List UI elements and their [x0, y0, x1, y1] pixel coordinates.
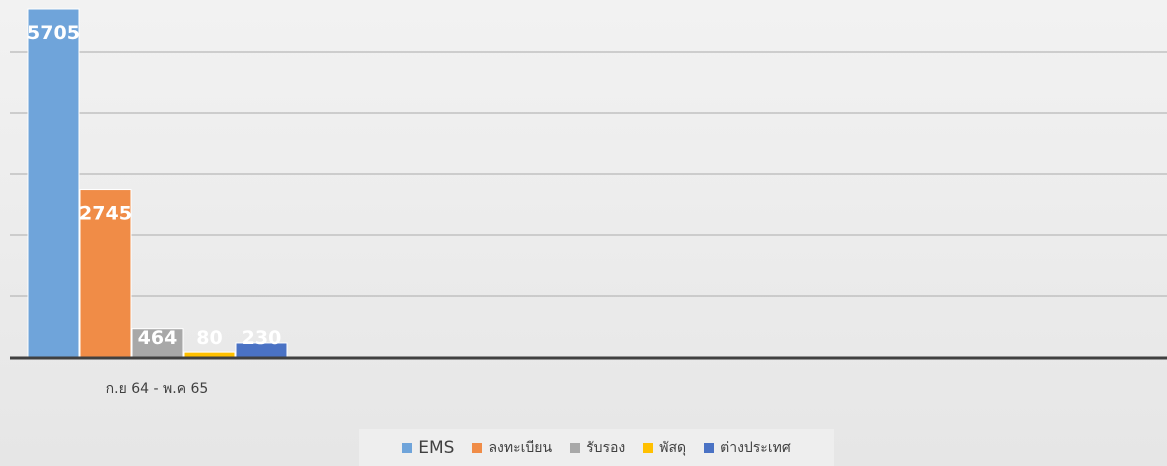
chart-legend: EMS ลงทะเบียน รับรอง พัสดุ ต่างประเทศ [359, 429, 834, 466]
legend-label: ต่างประเทศ [720, 439, 791, 456]
legend-label: EMS [418, 437, 455, 458]
legend-item: EMS [402, 438, 454, 458]
bar-1 [27, 8, 80, 358]
legend-swatch [704, 442, 715, 453]
bar-2 [79, 189, 132, 358]
data-label: 80 [196, 327, 222, 349]
x-tick-label: ก.ย 64 - พ.ค 65 [106, 381, 209, 397]
legend-swatch [643, 442, 654, 453]
legend-label: รับรอง [586, 439, 626, 456]
legend-swatch [472, 442, 483, 453]
legend-label: พัสดุ [659, 439, 687, 456]
legend-swatch [570, 442, 581, 453]
legend-item: ลงทะเบียน [472, 437, 552, 459]
bar-4 [183, 351, 236, 358]
legend-item: รับรอง [570, 437, 625, 459]
data-label: 2745 [79, 203, 132, 225]
legend-item: พัสดุ [643, 437, 686, 459]
data-label: 230 [242, 327, 282, 349]
data-label: 5705 [27, 22, 80, 44]
legend-item: ต่างประเทศ [704, 437, 791, 459]
legend-label: ลงทะเบียน [488, 439, 553, 456]
data-label: 464 [138, 327, 178, 349]
legend-swatch [402, 442, 413, 453]
